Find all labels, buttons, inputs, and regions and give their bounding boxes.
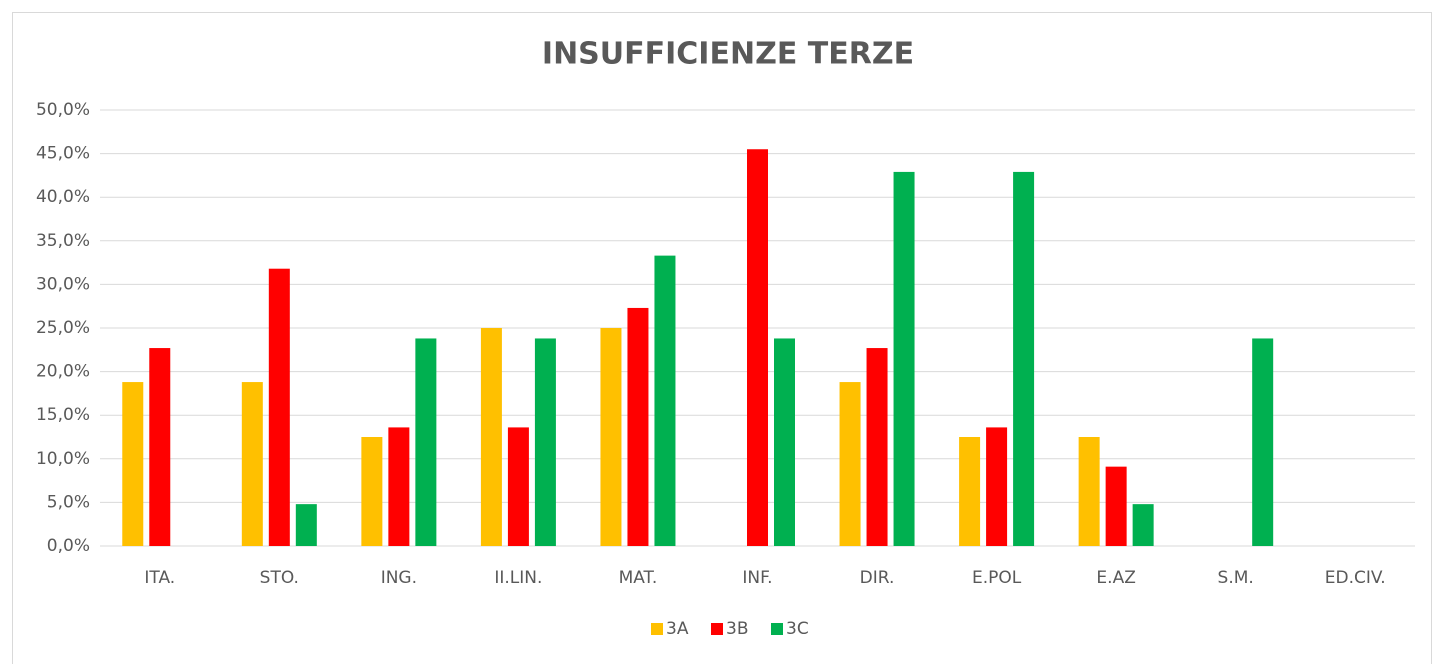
chart-frame (12, 12, 1432, 664)
y-tick-label: 30,0% (36, 274, 90, 294)
bar (534, 338, 556, 546)
y-tick-label: 35,0% (36, 231, 90, 251)
bar (241, 382, 263, 546)
bar (1105, 466, 1127, 546)
x-tick-label: ED.CIV. (1325, 568, 1386, 588)
legend-label: 3B (726, 619, 748, 639)
bar (388, 427, 410, 546)
bar (866, 348, 888, 546)
bar (295, 504, 317, 546)
x-tick-label: S.M. (1218, 568, 1254, 588)
x-tick-label: MAT. (619, 568, 658, 588)
y-tick-label: 10,0% (36, 449, 90, 469)
bar (774, 338, 795, 546)
x-tick-label: ING. (381, 568, 417, 588)
y-tick-label: 50,0% (36, 100, 90, 120)
bar (1078, 437, 1100, 546)
x-tick-label: DIR. (860, 568, 895, 588)
bar (480, 328, 502, 546)
y-tick-label: 15,0% (36, 405, 90, 425)
bar (361, 437, 383, 546)
bar (747, 149, 768, 547)
chart-title: INSUFFICIENZE TERZE (542, 37, 914, 72)
y-tick-label: 20,0% (36, 362, 90, 382)
bar (415, 338, 437, 546)
bar (893, 171, 915, 547)
bar (268, 268, 290, 546)
y-tick-label: 45,0% (36, 144, 90, 164)
bar (149, 348, 171, 546)
legend-swatch (711, 623, 723, 635)
x-tick-label: ITA. (144, 568, 175, 588)
bar (122, 382, 144, 546)
x-tick-label: II.LIN. (494, 568, 542, 588)
bar (986, 427, 1008, 546)
x-tick-label: INF. (742, 568, 772, 588)
bar (507, 427, 529, 546)
bar (1132, 504, 1154, 546)
y-tick-label: 40,0% (36, 187, 90, 207)
legend-label: 3A (666, 619, 689, 639)
bar (627, 307, 649, 546)
bar (600, 328, 622, 546)
bar (1013, 171, 1035, 547)
y-tick-label: 0,0% (47, 536, 90, 556)
legend-swatch (771, 623, 783, 635)
x-tick-label: E.AZ (1096, 568, 1135, 588)
legend-swatch (651, 623, 663, 635)
bar (654, 255, 676, 546)
y-tick-label: 25,0% (36, 318, 90, 338)
y-tick-label: 5,0% (47, 492, 90, 512)
x-tick-label: STO. (260, 568, 299, 588)
x-tick-label: E.POL (972, 568, 1022, 588)
bar (1252, 338, 1274, 546)
bar (839, 382, 861, 546)
bar (959, 437, 981, 546)
legend-label: 3C (786, 619, 809, 639)
